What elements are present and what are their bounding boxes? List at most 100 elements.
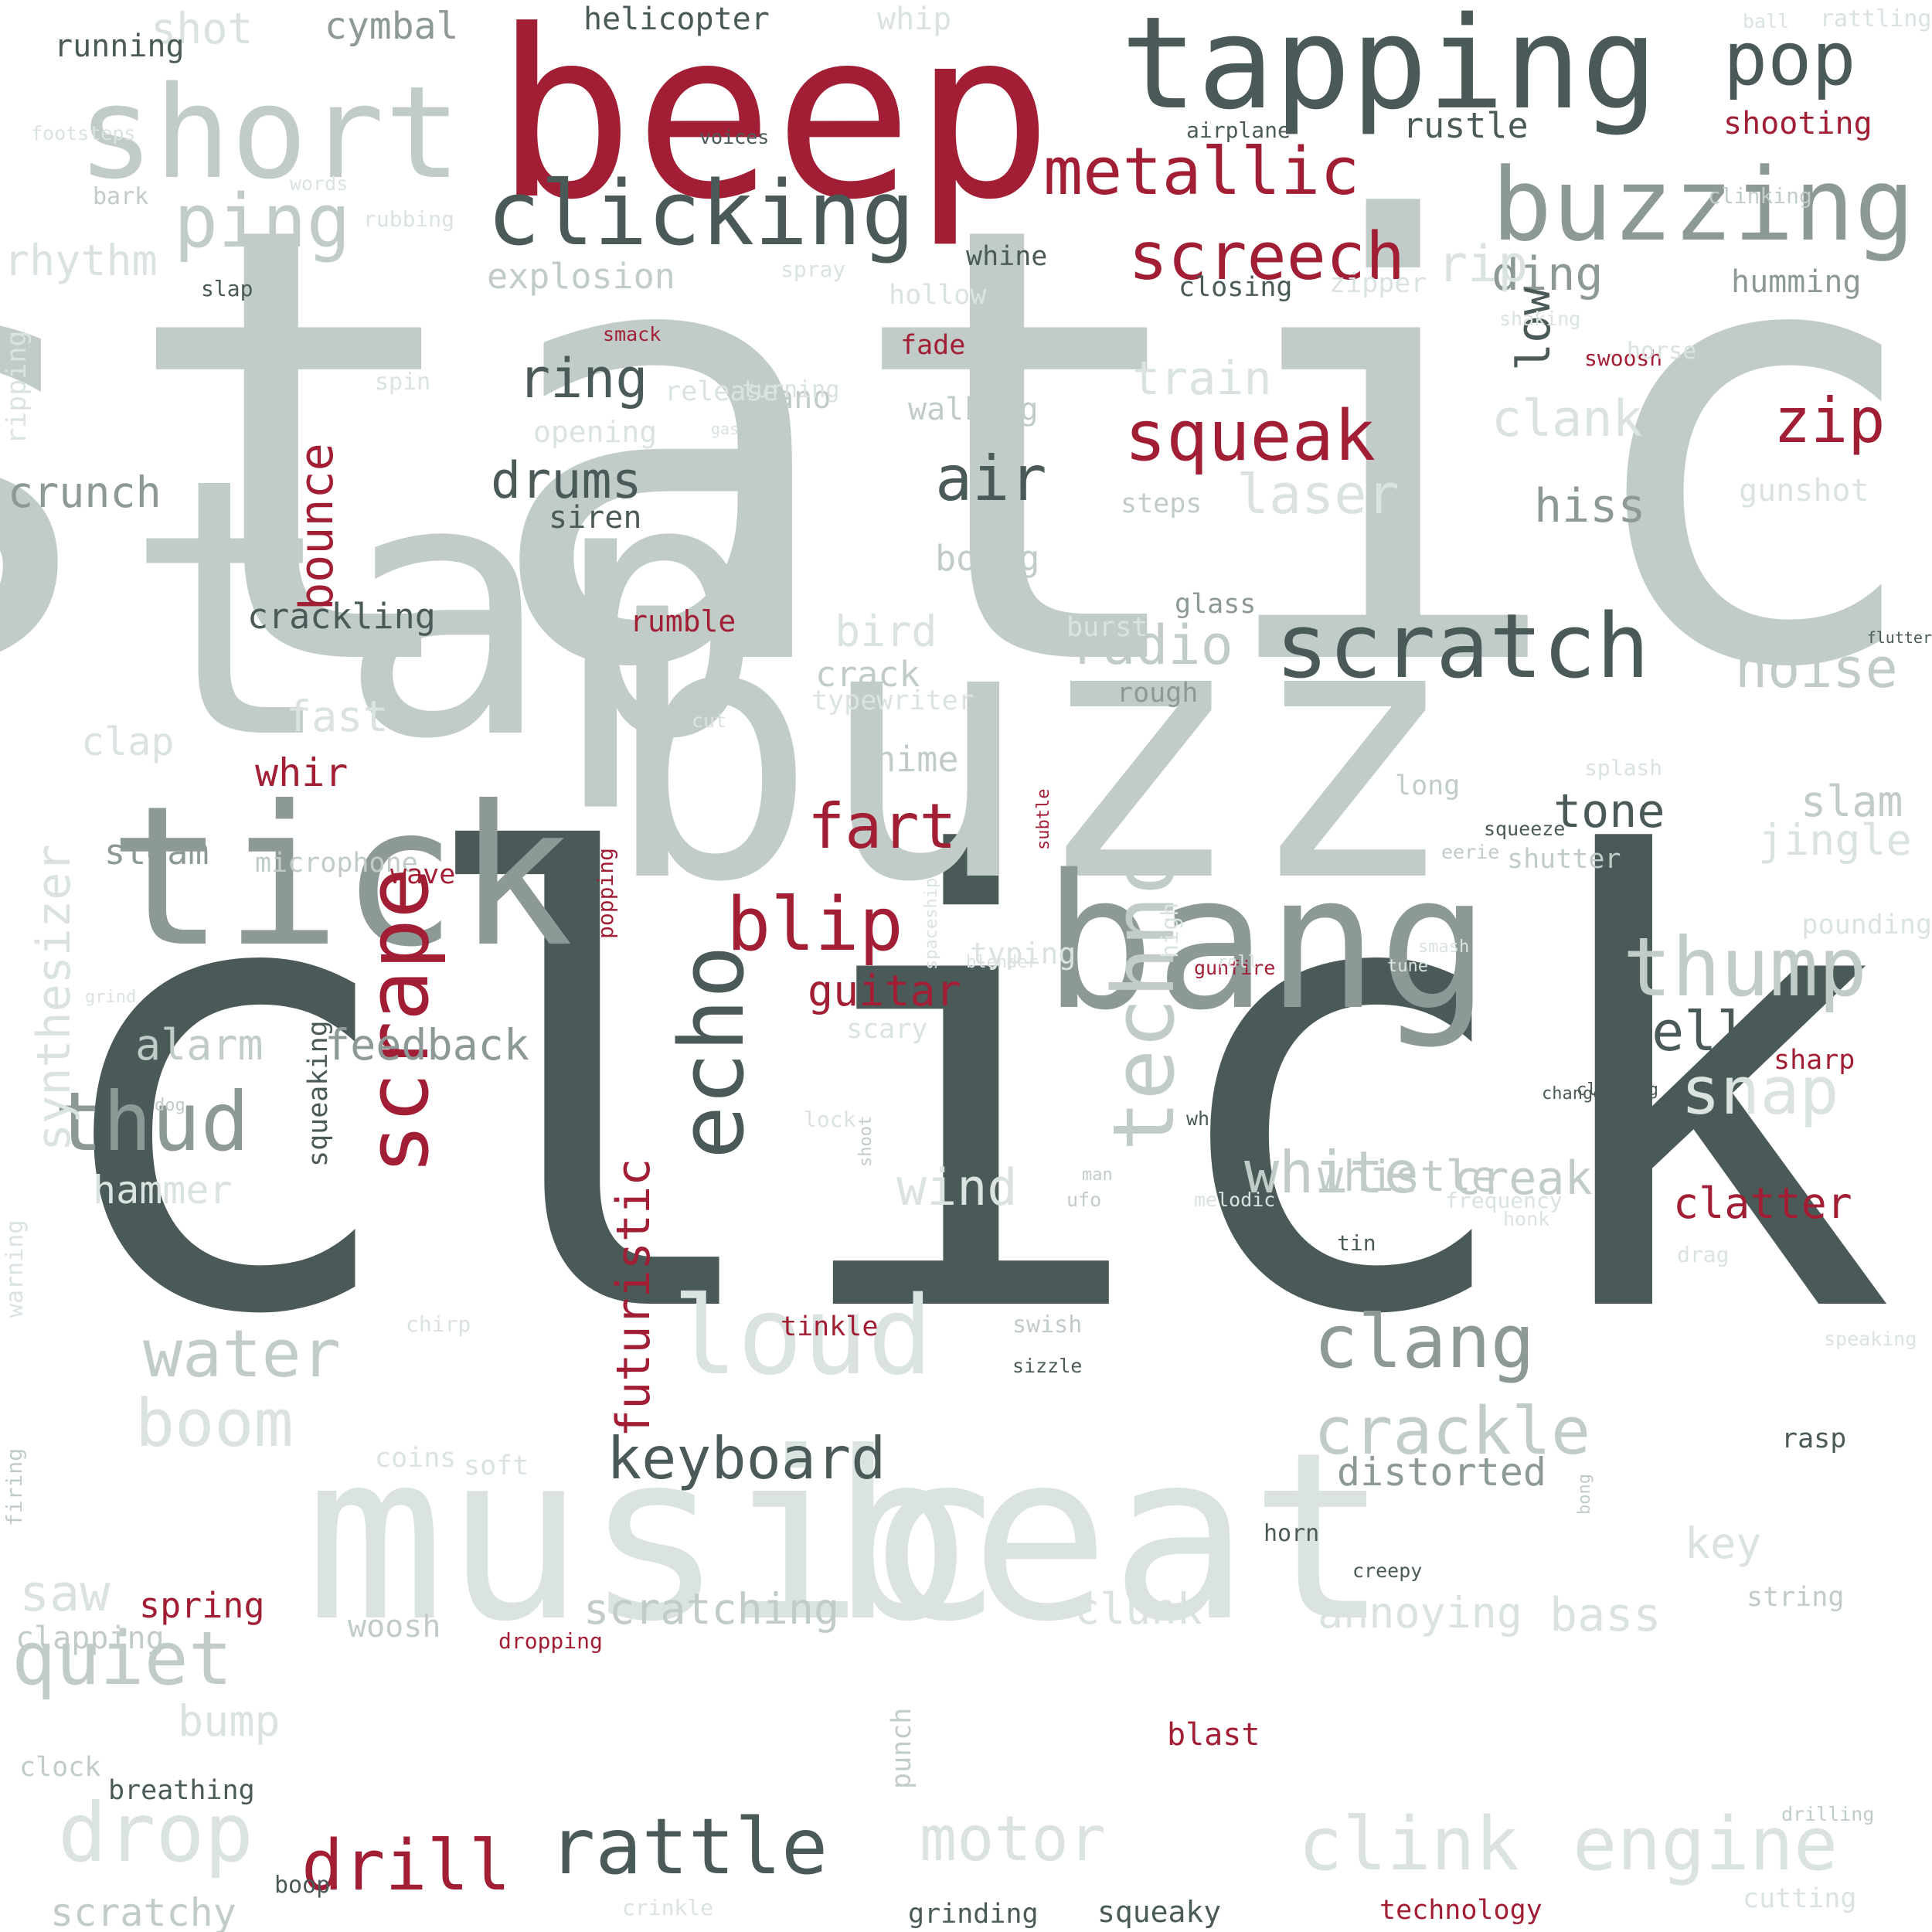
word-ring: ring [518,347,648,410]
word-blast: blast [1167,1717,1260,1753]
word-helicopter: helicopter [583,2,770,37]
word-tap: tap [124,403,766,817]
word-high: high [1157,902,1184,958]
word-burst: burst [1066,612,1148,643]
word-metallic: metallic [1043,134,1360,210]
word-slap: slap [201,276,253,301]
word-zip: zip [1774,385,1886,457]
word-rubbing: rubbing [363,206,455,232]
word-shot: shot [151,4,253,53]
word-long: long [1395,770,1461,801]
word-gas: gas [711,420,740,438]
word-typewriter: typewriter [811,685,975,716]
word-dog: dog [155,1096,185,1115]
word-water: water [143,1316,341,1393]
word-scratching: scratching [583,1584,840,1634]
word-whine: whine [966,241,1048,272]
word-melodic: melodic [1194,1189,1276,1211]
word-technology: technology [1379,1895,1543,1926]
word-hollow: hollow [889,280,987,311]
word-clink: clink [1298,1802,1519,1887]
word-screech: screech [1128,219,1406,295]
word-whistle: whistle [1318,1151,1497,1201]
word-scratch: scratch [1275,595,1650,699]
word-zipper: zipper [1329,268,1427,299]
word-drag: drag [1677,1242,1730,1267]
word-bird: bird [835,607,937,656]
word-opening: opening [533,415,658,449]
word-ripping: ripping [2,330,32,444]
word-sizzle: sizzle [1012,1355,1083,1377]
word-clapping: clapping [15,1621,165,1656]
word-boop: boop [274,1872,331,1899]
word-futuristic: futuristic [607,1158,661,1437]
word-blip: blip [726,883,903,968]
word-punch: punch [886,1707,917,1789]
word-noise: noise [1735,637,1898,700]
word-crackling: crackling [247,596,436,637]
word-beep: beep [495,0,1053,250]
word-fade: fade [900,330,966,361]
word-footsteps: footsteps [31,122,136,145]
word-closing: closing [1179,272,1293,303]
word-typing: typing [970,937,1077,971]
word-voices: voices [699,126,770,148]
word-shoot: shoot [856,1115,876,1167]
word-glass: glass [1175,589,1257,620]
word-crack: crack [815,654,920,695]
word-clang: clang [1314,1300,1535,1385]
word-cut: cut [692,709,727,732]
word-boom: boom [135,1386,294,1462]
word-buzzing: buzzing [1492,146,1915,264]
word-squeeze: squeeze [1484,818,1566,840]
word-bass: bass [1549,1588,1662,1642]
word-bark: bark [93,183,149,210]
word-music: music [305,1403,1004,1672]
word-snap: snap [1681,1053,1839,1130]
word-tapping: tapping [1121,0,1658,138]
word-squeak: squeak [1124,396,1376,477]
word-swoosh: swoosh [1584,345,1663,371]
word-horn: horn [1264,1520,1320,1547]
word-clanking: clanking [1577,1080,1658,1100]
word-woosh: woosh [348,1609,441,1645]
word-rattling: rattling [1820,5,1932,32]
word-whip: whip [877,2,952,37]
word-soft: soft [464,1451,529,1481]
word-key: key [1685,1519,1762,1568]
word-wave: wave [390,859,456,890]
word-short: short [77,59,461,207]
word-cutting: cutting [1743,1883,1857,1914]
word-crinkle: crinkle [622,1895,714,1920]
word-hiss: hiss [1534,479,1646,533]
word-whir: whir [255,750,349,795]
word-firing: firing [2,1447,27,1526]
word-shaking: shaking [1499,308,1581,330]
word-white: white [1244,1138,1419,1206]
word-breathing: breathing [108,1775,255,1806]
word-tone: tone [1553,784,1665,838]
word-train: train [1132,352,1272,406]
word-spin: spin [375,369,431,396]
word-drums: drums [491,452,642,510]
word-radio: radio [1070,614,1233,677]
word-lock: lock [804,1107,856,1132]
word-guitar: guitar [808,966,961,1015]
word-rustle: rustle [1403,105,1529,146]
word-sharp: sharp [1774,1045,1855,1076]
word-static: static [0,97,1932,799]
word-laser: laser [1236,463,1400,526]
word-roll: roll [1217,953,1258,972]
word-walking: walking [908,392,1039,427]
word-flutter: flutter [1866,628,1932,647]
word-motor: motor [920,1803,1106,1875]
word-tune: tune [1387,957,1428,976]
word-click: click [35,730,1896,1450]
word-smack: smack [603,323,662,345]
word-ding: ding [1492,247,1604,301]
word-rumble: rumble [630,604,736,638]
word-clatter: clatter [1673,1179,1852,1228]
word-ball: ball [1743,10,1790,32]
word-saw: saw [19,1565,111,1623]
word-grinding: grinding [908,1899,1039,1930]
